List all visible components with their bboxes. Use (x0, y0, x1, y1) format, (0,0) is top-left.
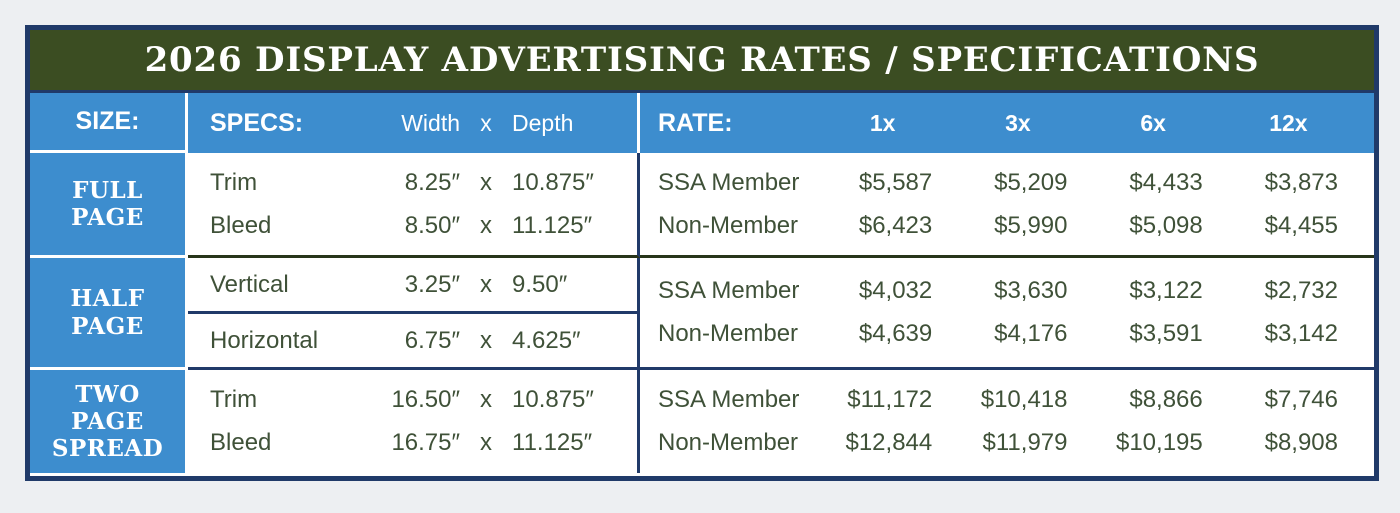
spec-subrow-vertical: Vertical 3.25″ x 9.50″ (188, 258, 637, 314)
rate-value-6x: $4,433 (1129, 168, 1203, 196)
spec-x: x (480, 211, 492, 239)
spec-width: 8.50″ (404, 211, 460, 239)
member-type-label: SSA Member (658, 386, 800, 413)
spec-row: Trim 16.50″ x 10.875″ (188, 386, 637, 414)
rate-row: Non-Member $6,423 $5,990 $5,098 $4,455 (640, 212, 1374, 240)
x-separator-header: x (480, 109, 492, 136)
rate-row: SSA Member $5,587 $5,209 $4,433 $3,873 (640, 169, 1374, 197)
rate-row: SSA Member $4,032 $3,630 $3,122 $2,732 (640, 277, 1374, 305)
member-type-label: Non-Member (658, 320, 799, 347)
specs-column-header: SPECS: (210, 108, 304, 137)
rate-value-1x: $12,844 (845, 429, 933, 456)
rate-grid: SIZE: SPECS: Width x Depth RATE: 1x 3x 6… (30, 93, 1374, 473)
size-label-half-page: HALF PAGE (70, 285, 145, 340)
rate-cell-full-page: SSA Member $5,587 $5,209 $4,433 $3,873 N… (640, 153, 1374, 258)
spec-depth: 10.875″ (512, 386, 594, 413)
rate-value-1x: $11,172 (847, 386, 933, 413)
spec-width: 6.75″ (404, 326, 460, 354)
spec-x: x (480, 386, 492, 413)
rate-row: Non-Member $4,639 $4,176 $3,591 $3,142 (640, 320, 1374, 348)
frequency-header-6x: 6x (1140, 109, 1166, 136)
frequency-header-12x: 12x (1269, 109, 1308, 136)
depth-column-header: Depth (512, 109, 574, 136)
advertising-rate-table: 2026 DISPLAY ADVERTISING RATES / SPECIFI… (25, 25, 1379, 481)
rate-value-3x: $10,418 (980, 386, 1068, 413)
header-size-cell: SIZE: (30, 93, 188, 153)
spec-subrow-horizontal: Horizontal 6.75″ x 4.625″ (188, 314, 637, 367)
rate-value-6x: $8,866 (1129, 386, 1203, 413)
spec-depth: 9.50″ (512, 270, 568, 298)
rate-value-3x: $5,990 (994, 211, 1068, 239)
rate-value-3x: $3,630 (994, 277, 1068, 304)
rate-value-12x: $3,142 (1264, 320, 1338, 347)
spec-width: 16.75″ (391, 429, 460, 456)
rate-value-6x: $3,591 (1129, 320, 1203, 347)
spec-label: Bleed (210, 211, 272, 239)
spec-depth: 10.875″ (512, 168, 594, 196)
spec-width: 16.50″ (391, 386, 460, 413)
rate-value-1x: $6,423 (858, 211, 933, 239)
rate-row: SSA Member $11,172 $10,418 $8,866 $7,746 (640, 386, 1374, 414)
spec-row: Horizontal 6.75″ x 4.625″ (188, 327, 637, 355)
spec-label: Vertical (210, 270, 289, 298)
size-column-header: SIZE: (75, 107, 140, 135)
spec-row: Bleed 8.50″ x 11.125″ (188, 212, 637, 240)
rate-cell-two-page-spread: SSA Member $11,172 $10,418 $8,866 $7,746… (640, 370, 1374, 473)
rate-value-3x: $11,979 (982, 429, 1068, 456)
spec-x: x (480, 429, 492, 456)
spec-x: x (480, 326, 492, 354)
rate-row: Non-Member $12,844 $11,979 $10,195 $8,90… (640, 429, 1374, 457)
size-cell-half-page: HALF PAGE (30, 258, 188, 370)
spec-x: x (480, 270, 492, 298)
spec-row: Trim 8.25″ x 10.875″ (188, 169, 637, 197)
rate-value-6x: $5,098 (1129, 211, 1203, 239)
rate-value-3x: $5,209 (994, 168, 1068, 196)
size-label-two-page-spread: TWO PAGE SPREAD (51, 380, 164, 463)
rate-header-row: RATE: 1x 3x 6x 12x (640, 109, 1374, 138)
member-type-label: SSA Member (658, 168, 800, 196)
spec-depth: 11.125″ (512, 211, 593, 239)
specs-cell-two-page-spread: Trim 16.50″ x 10.875″ Bleed 16.75″ x 11.… (188, 370, 640, 473)
size-cell-two-page-spread: TWO PAGE SPREAD (30, 370, 188, 473)
rate-value-12x: $2,732 (1264, 277, 1338, 304)
page-title: 2026 DISPLAY ADVERTISING RATES / SPECIFI… (144, 40, 1260, 80)
size-cell-full-page: FULL PAGE (30, 153, 188, 258)
rate-value-6x: $3,122 (1129, 277, 1203, 304)
spec-x: x (480, 168, 492, 196)
specs-cell-full-page: Trim 8.25″ x 10.875″ Bleed 8.50″ x 11.12… (188, 153, 640, 258)
rate-value-1x: $4,032 (858, 277, 933, 304)
spec-row: Bleed 16.75″ x 11.125″ (188, 429, 637, 457)
member-type-label: Non-Member (658, 429, 799, 456)
spec-label: Horizontal (210, 326, 319, 354)
rate-cell-half-page: SSA Member $4,032 $3,630 $3,122 $2,732 N… (640, 258, 1374, 370)
member-type-label: SSA Member (658, 277, 800, 304)
rate-value-12x: $3,873 (1264, 168, 1338, 196)
size-label-full-page: FULL PAGE (71, 176, 144, 231)
rate-value-12x: $8,908 (1264, 429, 1338, 456)
frequency-header-3x: 3x (1005, 109, 1031, 136)
header-rate-cell: RATE: 1x 3x 6x 12x (640, 93, 1374, 153)
rate-value-1x: $4,639 (858, 320, 933, 347)
frequency-header-1x: 1x (869, 109, 896, 136)
rate-value-1x: $5,587 (858, 168, 933, 196)
header-specs-cell: SPECS: Width x Depth (188, 93, 640, 153)
spec-width: 3.25″ (404, 270, 460, 298)
width-column-header: Width (401, 109, 460, 136)
title-bar: 2026 DISPLAY ADVERTISING RATES / SPECIFI… (30, 30, 1374, 93)
spec-row: Vertical 3.25″ x 9.50″ (188, 271, 637, 299)
rate-value-3x: $4,176 (994, 320, 1068, 347)
rate-column-header: RATE: (658, 108, 733, 137)
member-type-label: Non-Member (658, 211, 799, 239)
spec-width: 8.25″ (404, 168, 460, 196)
specs-cell-half-page: Vertical 3.25″ x 9.50″ Horizontal 6.75″ … (188, 258, 640, 370)
spec-depth: 4.625″ (512, 326, 581, 354)
spec-label: Trim (210, 386, 258, 413)
spec-depth: 11.125″ (512, 429, 593, 456)
rate-value-12x: $4,455 (1264, 211, 1338, 239)
rate-value-6x: $10,195 (1115, 429, 1203, 456)
spec-label: Trim (210, 168, 258, 196)
rate-value-12x: $7,746 (1264, 386, 1338, 413)
specs-header-row: SPECS: Width x Depth (188, 109, 637, 138)
spec-label: Bleed (210, 429, 272, 456)
